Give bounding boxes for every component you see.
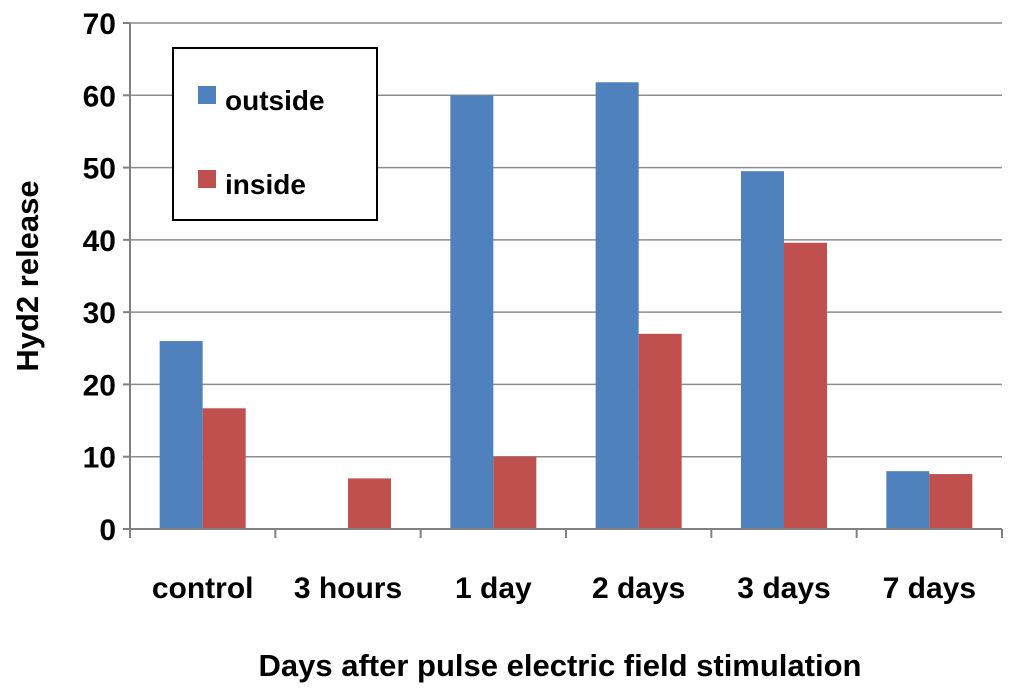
y-tick-label-60: 60 xyxy=(83,80,116,113)
bar-inside-7-days xyxy=(929,474,973,529)
x-tick-label-3-days: 3 days xyxy=(737,572,830,605)
legend-label-outside: outside xyxy=(225,85,325,116)
bar-inside-control xyxy=(202,408,246,529)
x-tick-label-1-day: 1 day xyxy=(455,572,532,605)
legend-swatch-outside xyxy=(198,86,216,104)
bar-inside-3-hours xyxy=(348,478,391,529)
x-tick-label-control: control xyxy=(152,572,254,605)
bar-outside-1-day xyxy=(450,95,494,530)
legend-label-inside: inside xyxy=(225,169,306,200)
y-tick-label-0: 0 xyxy=(99,514,116,547)
x-axis-ticks xyxy=(129,529,1003,538)
bar-inside-1-day xyxy=(493,456,537,529)
bar-outside-3-days xyxy=(741,171,784,529)
y-tick-label-30: 30 xyxy=(83,297,116,330)
y-tick-label-40: 40 xyxy=(83,225,116,258)
bar-outside-control xyxy=(159,341,203,529)
legend: outside inside xyxy=(172,47,378,221)
x-tick-label-7-days: 7 days xyxy=(883,572,976,605)
y-tick-labels: 0 10 20 30 40 50 60 70 xyxy=(83,8,116,547)
y-axis-title: Hyd2 release xyxy=(10,180,45,371)
bars xyxy=(159,82,973,530)
bar-outside-2-days xyxy=(595,82,639,529)
bar-inside-3-days xyxy=(784,242,827,529)
y-axis-ticks xyxy=(123,22,130,530)
y-tick-label-20: 20 xyxy=(83,369,116,402)
x-axis-title: Days after pulse electric field stimulat… xyxy=(259,648,862,683)
bar-inside-2-days xyxy=(638,333,682,529)
y-tick-label-10: 10 xyxy=(83,442,116,475)
legend-box xyxy=(172,47,378,221)
x-tick-labels: control 3 hours 1 day 2 days 3 days 7 days xyxy=(152,572,976,605)
bar-outside-7-days xyxy=(886,471,930,529)
legend-swatch-inside xyxy=(198,170,216,188)
y-tick-label-70: 70 xyxy=(83,8,116,41)
y-tick-label-50: 50 xyxy=(83,153,116,186)
x-tick-label-2-days: 2 days xyxy=(592,572,685,605)
x-tick-label-3-hours: 3 hours xyxy=(294,572,402,605)
